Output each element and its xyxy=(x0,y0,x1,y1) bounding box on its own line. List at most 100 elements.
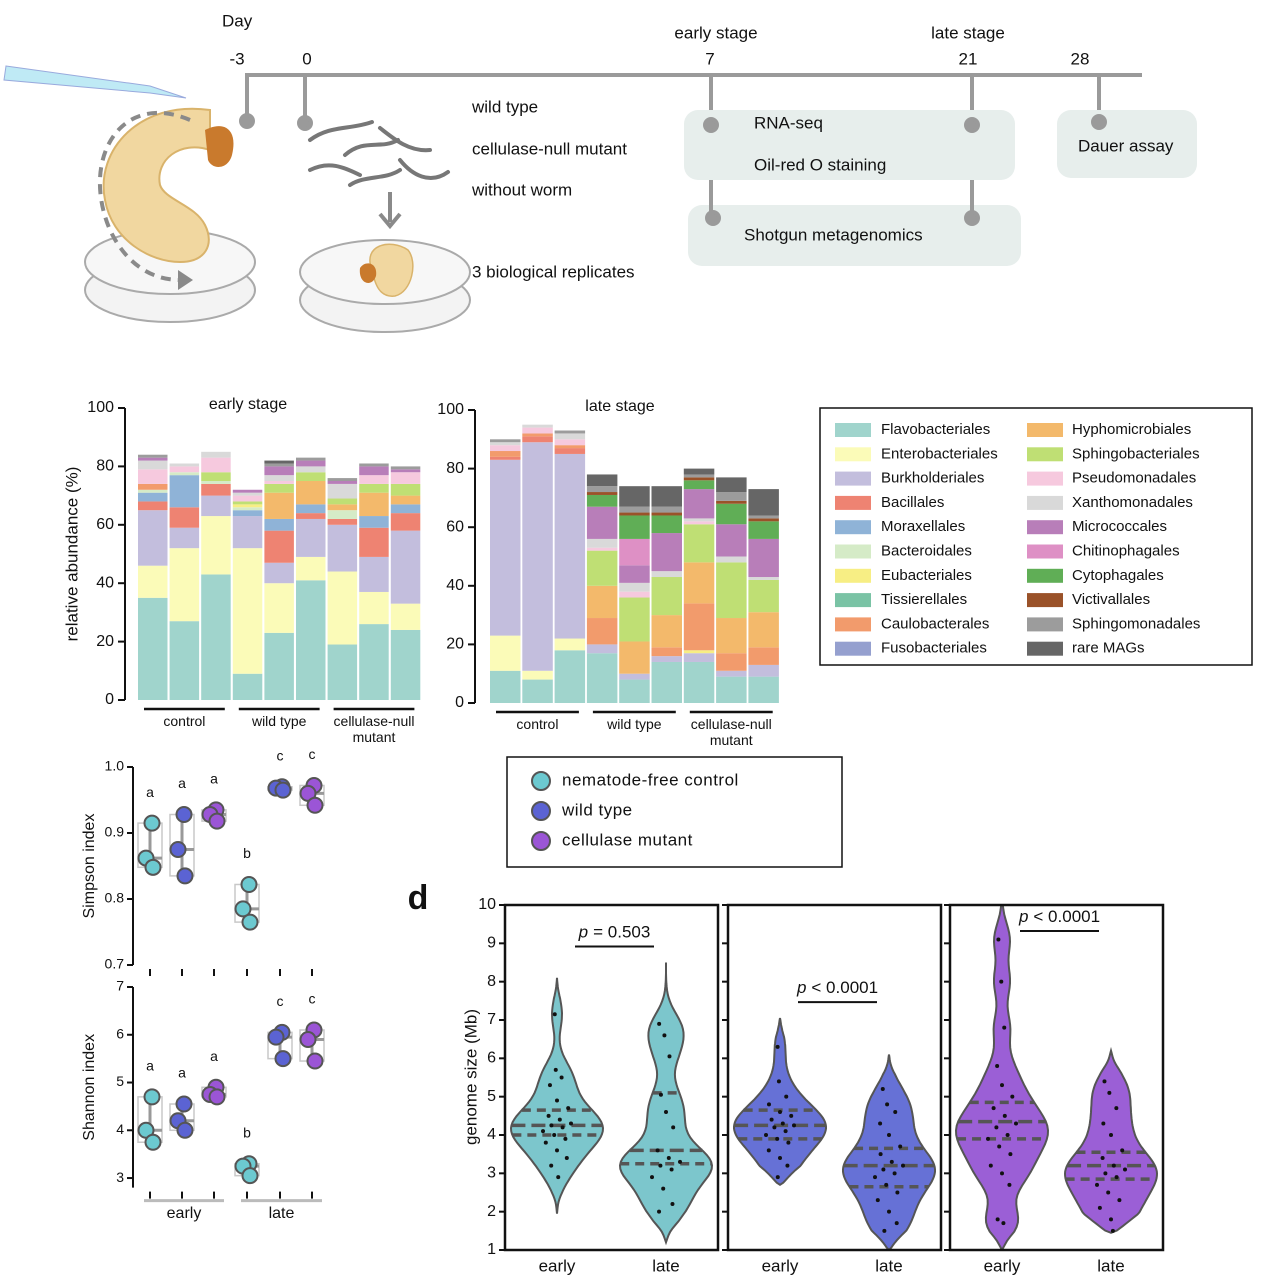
bar-segment xyxy=(169,527,200,549)
legend-swatch xyxy=(1027,520,1063,535)
p-symbol: p xyxy=(578,923,588,942)
data-point xyxy=(175,806,193,824)
y-tick-label: 7 xyxy=(487,1011,496,1028)
bar-segment xyxy=(138,469,168,484)
data-point xyxy=(778,1156,782,1160)
data-point xyxy=(669,1167,674,1172)
bar-segment xyxy=(619,597,650,642)
bar-segment xyxy=(716,653,747,671)
data-point xyxy=(1106,1190,1111,1195)
significance-letter: c xyxy=(277,993,284,1009)
group-label: wild type xyxy=(607,716,662,732)
bar-segment xyxy=(522,442,553,671)
bar-segment xyxy=(619,582,650,592)
data-point xyxy=(775,1136,780,1141)
data-point xyxy=(671,1125,676,1130)
replicates: 3 biological replicates xyxy=(472,262,635,281)
bar-segment xyxy=(748,577,779,580)
data-point xyxy=(549,1163,554,1168)
data-point xyxy=(208,1088,226,1106)
data-point xyxy=(1000,1083,1004,1088)
bar-segment xyxy=(683,524,715,563)
bar-segment xyxy=(201,457,231,473)
bar-segment xyxy=(748,538,779,578)
bar-segment xyxy=(716,524,747,557)
legend-box xyxy=(506,756,843,868)
y-tick-label: 0 xyxy=(455,694,464,711)
bar-segment xyxy=(138,483,168,490)
legend-swatch xyxy=(835,423,871,437)
bar-segment xyxy=(359,475,389,484)
data-point xyxy=(1007,1182,1012,1187)
data-point xyxy=(1107,1090,1112,1095)
bar-segment xyxy=(201,472,231,481)
y-tick-label: 20 xyxy=(96,633,114,650)
bar-segment xyxy=(264,475,294,481)
bar-segment xyxy=(390,472,421,484)
data-point xyxy=(144,1133,162,1151)
data-point xyxy=(881,1167,886,1172)
bar-segment xyxy=(264,463,294,467)
stage: early stage xyxy=(674,23,757,42)
bar-segment xyxy=(327,644,358,700)
legend-swatch xyxy=(1027,495,1063,510)
data-point xyxy=(882,1228,887,1233)
data-point xyxy=(1103,1171,1108,1176)
bar-segment xyxy=(264,483,294,493)
data-point xyxy=(1101,1121,1106,1126)
legend-swatch xyxy=(1027,641,1063,656)
bar-segment xyxy=(232,492,263,496)
data-point xyxy=(988,1163,993,1168)
bar-segment xyxy=(554,430,586,434)
bar-segment xyxy=(619,515,650,539)
bar-segment xyxy=(554,445,586,449)
data-point xyxy=(1008,1152,1013,1157)
bar-segment xyxy=(748,515,779,519)
y-tick-label: 2 xyxy=(487,1203,496,1220)
bar-segment xyxy=(586,474,618,487)
data-point xyxy=(667,1054,672,1059)
bar-segment xyxy=(683,653,715,662)
bar-segment xyxy=(586,653,618,703)
bar-segment xyxy=(586,547,618,551)
data-point xyxy=(991,1106,996,1111)
bar-segment xyxy=(327,498,358,505)
significance-letter: c xyxy=(309,746,316,762)
data-point xyxy=(1111,1163,1116,1168)
bar-segment xyxy=(586,550,618,586)
legend-swatch xyxy=(1027,423,1063,437)
data-point xyxy=(1102,1079,1107,1084)
panel-title: early stage xyxy=(209,396,287,413)
y-axis-label: Simpson index xyxy=(81,814,98,919)
data-point xyxy=(786,1140,791,1145)
data-point xyxy=(658,1092,663,1097)
legend-label: wild type xyxy=(561,800,633,819)
data-point xyxy=(887,1133,891,1137)
bar-segment xyxy=(327,571,358,645)
y-tick-label: 1 xyxy=(487,1241,496,1258)
data-point xyxy=(775,1175,780,1180)
bar-segment xyxy=(390,629,421,700)
data-point xyxy=(884,1182,889,1187)
day: 7 xyxy=(705,49,714,68)
bar-segment xyxy=(138,489,168,493)
day: 28 xyxy=(1071,49,1090,68)
bar-segment xyxy=(683,474,715,478)
bar-segment xyxy=(651,486,682,507)
legend-swatch xyxy=(835,593,871,608)
bar-segment xyxy=(390,495,421,505)
bar-segment xyxy=(716,503,747,525)
violin xyxy=(954,905,1050,1250)
bar-segment xyxy=(390,504,421,514)
panel-frame xyxy=(503,903,720,1252)
bar-segment xyxy=(619,591,650,598)
data-point xyxy=(143,814,161,832)
x-tick-label: late xyxy=(269,1205,295,1222)
bar-segment xyxy=(586,492,618,495)
data-point xyxy=(994,1125,999,1130)
bar-segment xyxy=(232,504,263,508)
bar-segment xyxy=(586,618,618,645)
y-tick-label: 7 xyxy=(116,978,124,994)
bar-segment xyxy=(169,507,200,528)
data-point xyxy=(1109,1217,1113,1222)
